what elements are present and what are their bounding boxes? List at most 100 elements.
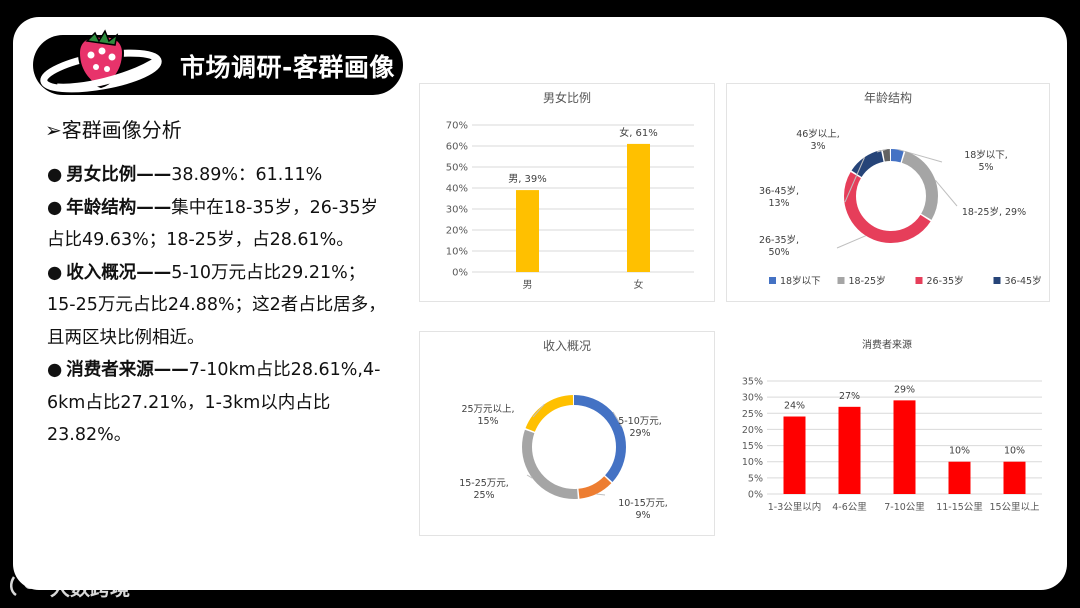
data-label: 25%	[473, 490, 494, 501]
data-label: 女, 61%	[619, 126, 658, 139]
y-tick-label: 15%	[742, 441, 763, 452]
chart-title: 男女比例	[542, 91, 591, 105]
legend-swatch	[837, 277, 845, 284]
leader-line	[836, 235, 867, 249]
data-label: 46岁以上,	[796, 128, 840, 140]
bullet-text: 7-10km占比28.61%,4-6km占比27.21%，1-3km以内占比23…	[47, 360, 381, 445]
y-tick-label: 0%	[452, 268, 468, 279]
x-tick-label: 女	[634, 278, 644, 291]
legend-swatch	[993, 277, 1001, 284]
slide-title: 市场调研-客群画像	[180, 53, 395, 82]
donut-slice	[844, 149, 938, 243]
bar	[1003, 461, 1026, 494]
bullet-dot-icon: ●	[47, 197, 63, 218]
legend-label: 18-25岁	[849, 275, 886, 287]
legend-swatch	[769, 277, 776, 284]
chart-title: 消费者来源	[862, 340, 912, 351]
bar	[838, 406, 861, 494]
x-tick-label: 男	[523, 279, 533, 291]
y-tick-label: 35%	[742, 377, 763, 388]
data-label: 5%	[978, 162, 993, 173]
bar	[627, 143, 650, 272]
y-tick-label: 0%	[748, 490, 763, 501]
x-tick-label: 7-10公里	[884, 502, 925, 513]
bullet-income: ● 收入概况——5-10万元占比29.21%；15-25万元占比24.88%；这2…	[47, 257, 392, 355]
age-chart-panel: 年龄结构 18岁以下, 5% 18-25岁, 29% 26-35岁, 50% 36-45岁…	[726, 83, 1050, 302]
leader-line	[876, 148, 887, 153]
y-tick-label: 25%	[742, 409, 763, 420]
data-label: 26-35岁,	[759, 234, 799, 246]
source-bar-chart: 0% 5% 10% 15% 20% 25% 30% 35% 1-3公里以内 24% 4-6公里 27%…	[742, 377, 1042, 513]
bullet-text: 5-10万元占比29.21%；15-25万元占比24.88%；这2者占比居多，且…	[47, 262, 386, 348]
bullet-key: 消费者来源——	[66, 360, 189, 380]
data-label: 29%	[629, 428, 650, 439]
x-tick-label: 11-15公里	[936, 502, 983, 513]
bullet-source: ● 消费者来源——7-10km占比28.61%,4-6km占比27.21%，1-3…	[47, 354, 392, 452]
donut-slice	[844, 149, 938, 243]
data-label: 9%	[635, 510, 650, 521]
bullet-age: ● 年龄结构——集中在18-35岁，26-35岁占比49.63%；18-25岁，占…	[47, 192, 392, 257]
bar	[516, 190, 539, 272]
x-tick-label: 15公里以上	[989, 502, 1040, 513]
data-label: 36-45岁,	[759, 185, 799, 197]
donut-slice	[844, 149, 938, 243]
y-tick-label: 50%	[446, 163, 468, 174]
y-tick-label: 10%	[742, 457, 763, 468]
bullet-text: 38.89%：61.11%	[171, 165, 323, 185]
legend-label: 36-45岁	[1005, 275, 1042, 287]
watermark-logo-icon	[10, 576, 46, 597]
y-tick-label: 60%	[446, 142, 468, 153]
bullet-key: 收入概况——	[66, 262, 172, 283]
y-tick-label: 30%	[742, 393, 763, 404]
data-label: 13%	[768, 198, 789, 209]
data-label: 15%	[477, 416, 498, 427]
donut-slice	[522, 395, 626, 499]
income-donut-chart: 5-10万元,29% 10-15万元,9% 15-25万元,25% 25万元以上,15…	[459, 395, 668, 521]
watermark: 大数跨境	[8, 573, 130, 601]
data-label: 25万元以上,	[461, 404, 514, 415]
chart-title: 收入概况	[542, 339, 591, 353]
income-chart-panel: 收入概况 5-10万元, 29% 10-15万元, 9% 15-25万元, 25% 25万元…	[419, 331, 715, 536]
bullet-key: 男女比例——	[66, 165, 172, 185]
section-subheading: ➢客群画像分析	[45, 114, 182, 143]
data-label: 10%	[1004, 446, 1025, 457]
gender-chart-panel: 男女比例 0% 10% 20% 30% 40% 50% 60% 70% 男 男, 39% 女 女, 6…	[419, 83, 715, 302]
y-tick-label: 10%	[446, 247, 468, 258]
x-tick-label: 1-3公里以内	[768, 501, 822, 513]
y-tick-label: 70%	[446, 121, 468, 132]
gender-bar-chart: 0% 10% 20% 30% 40% 50% 60% 70% 男 男, 39% 女 女, 61%	[446, 121, 694, 291]
donut-slice	[522, 395, 626, 499]
data-label: 27%	[839, 391, 860, 402]
legend-label: 26-35岁	[927, 275, 964, 287]
data-label: 10%	[949, 446, 970, 457]
data-label: 29%	[894, 384, 915, 395]
analysis-bullets: ● 男女比例——38.89%：61.11% ● 年龄结构——集中在18-35岁，26…	[47, 159, 392, 452]
arrow-icon: ➢	[45, 118, 62, 142]
data-label: 男, 39%	[508, 173, 547, 185]
x-tick-label: 4-6公里	[832, 502, 867, 513]
bullet-dot-icon: ●	[47, 360, 63, 380]
title-banner: 市场调研-客群画像	[33, 29, 403, 95]
watermark-text: 大数跨境	[50, 576, 130, 600]
legend-label: 18岁以下	[780, 275, 821, 287]
chart-title: 年龄结构	[863, 91, 912, 105]
data-label: 5-10万元,	[618, 416, 662, 427]
data-label: 24%	[784, 401, 805, 412]
age-donut-chart: 18岁以下,5% 18-25岁, 29% 26-35岁,50% 36-45岁,13% 4…	[759, 128, 1042, 287]
source-chart-panel: 消费者来源 0% 5% 10% 15% 20% 25% 30% 35% 1-3公里以内 24% 4-…	[726, 331, 1048, 517]
legend-swatch	[915, 277, 923, 284]
data-label: 18岁以下,	[964, 149, 1008, 161]
y-tick-label: 20%	[742, 425, 763, 436]
slide: 市场调研-客群画像 ➢客群画像分析 ● 男女比例——38.89%：61.11% ●…	[13, 17, 1067, 590]
data-label: 18-25岁, 29%	[962, 206, 1026, 218]
leader-line	[532, 403, 545, 418]
bullet-text: 集中在18-35岁，26-35岁占比49.63%；18-25岁，占28.61%。	[47, 197, 378, 251]
bullet-dot-icon: ●	[47, 165, 63, 185]
subheading-text: 客群画像分析	[61, 118, 182, 142]
strawberry-planet-logo	[40, 29, 162, 93]
y-tick-label: 20%	[446, 226, 468, 237]
leader-line	[844, 156, 866, 203]
bullet-gender: ● 男女比例——38.89%：61.11%	[47, 159, 392, 192]
bar	[783, 416, 806, 494]
data-label: 15-25万元,	[459, 478, 509, 489]
